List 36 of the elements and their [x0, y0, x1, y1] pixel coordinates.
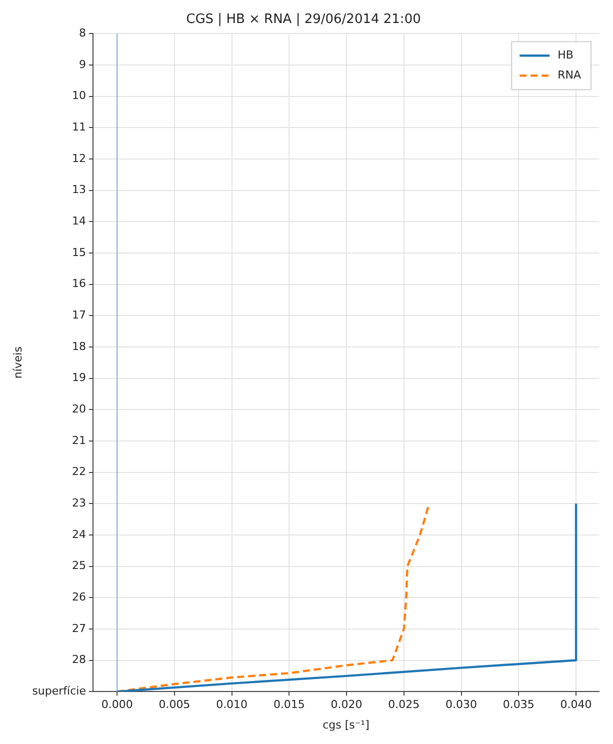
- y-tick-label: 13: [72, 183, 86, 196]
- y-tick-label: 18: [72, 340, 86, 353]
- y-tick-label: 24: [72, 528, 86, 541]
- x-tick-label: 0.030: [446, 698, 478, 712]
- legend-label: RNA: [558, 68, 582, 82]
- y-tick-label: 15: [72, 246, 86, 259]
- x-tick-label: 0.000: [101, 698, 133, 712]
- y-axis-title: níveis: [11, 346, 24, 379]
- y-tick-label: 22: [72, 465, 86, 478]
- y-tick-label: 17: [72, 308, 86, 322]
- legend-label: HB: [558, 48, 574, 62]
- x-axis-title: cgs [s⁻¹]: [322, 718, 370, 732]
- y-tick-label: 21: [72, 434, 86, 447]
- x-tick-label: 0.005: [158, 698, 190, 712]
- y-tick-label: 9: [78, 58, 86, 71]
- chart-title: CGS | HB × RNA | 29/06/2014 21:00: [186, 12, 421, 28]
- y-tick-label: 23: [72, 496, 86, 510]
- y-tick-label: 26: [72, 590, 86, 604]
- y-tick-label: 28: [72, 653, 86, 666]
- x-tick-label: 0.040: [560, 698, 592, 712]
- x-tick-label: 0.035: [502, 698, 534, 712]
- y-tick-label: 11: [72, 120, 86, 134]
- y-tick-label: 25: [72, 559, 86, 572]
- y-tick-label: 16: [72, 277, 86, 290]
- y-tick-label: 20: [72, 402, 86, 416]
- x-tick-label: 0.025: [388, 698, 420, 712]
- y-tick-label: 14: [72, 214, 86, 228]
- y-tick-label: 8: [78, 26, 86, 40]
- x-tick-label: 0.010: [216, 698, 248, 712]
- y-tick-label: superfície: [32, 684, 86, 698]
- x-tick-label: 0.020: [330, 698, 362, 712]
- y-tick-label: 27: [72, 622, 86, 635]
- y-tick-label: 12: [72, 152, 86, 165]
- y-tick-label: 19: [72, 371, 86, 384]
- x-tick-label: 0.015: [273, 698, 305, 712]
- y-tick-label: 10: [72, 89, 86, 102]
